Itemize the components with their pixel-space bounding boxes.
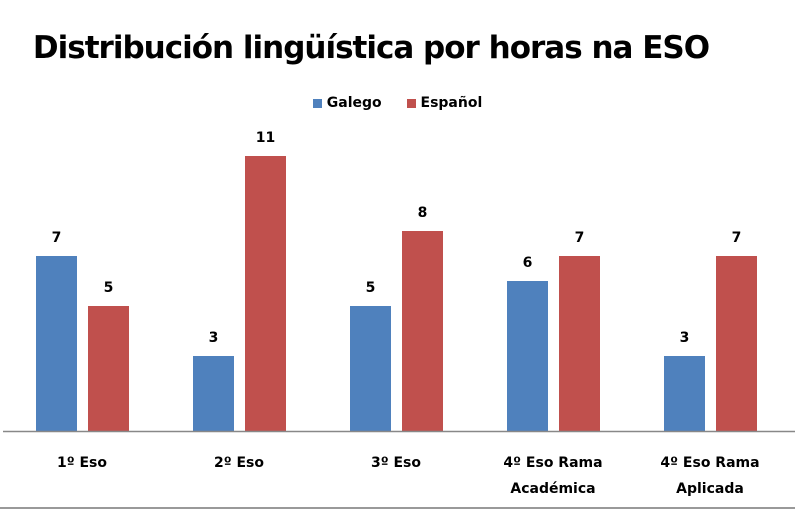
legend-swatch-galego <box>312 98 322 108</box>
x-tick-label: 2º Eso <box>214 455 264 471</box>
data-label: 3 <box>680 330 690 346</box>
bar-galego <box>350 306 391 431</box>
x-tick-label: 4º Eso Rama <box>503 455 602 471</box>
bar-español <box>88 306 129 431</box>
chart-border <box>0 507 795 509</box>
data-label: 5 <box>366 280 376 296</box>
bar-español <box>402 231 443 431</box>
bar-español <box>716 256 757 431</box>
x-tick-label: 4º Eso Rama <box>660 455 759 471</box>
legend-swatch-espanol <box>406 98 416 108</box>
x-tick-label: Aplicada <box>676 481 744 497</box>
bar-galego <box>36 256 77 431</box>
x-tick-label: Académica <box>510 481 595 497</box>
bar-español <box>245 156 286 431</box>
legend-item-galego: Galego <box>312 95 382 111</box>
x-tick-label: 3º Eso <box>371 455 421 471</box>
legend-item-espanol: Español <box>406 95 483 111</box>
bar-galego <box>193 356 234 431</box>
data-label: 7 <box>575 230 585 246</box>
chart-title: Distribución lingüística por horas na ES… <box>32 30 710 66</box>
legend-label-galego: Galego <box>326 95 382 111</box>
legend: Galego Español <box>0 95 795 112</box>
bar-español <box>559 256 600 431</box>
data-label: 7 <box>52 230 62 246</box>
data-label: 5 <box>104 280 114 296</box>
data-label: 8 <box>418 205 428 221</box>
legend-label-espanol: Español <box>420 95 483 111</box>
bar-galego <box>507 281 548 431</box>
bar-galego <box>664 356 705 431</box>
data-label: 3 <box>209 330 219 346</box>
x-tick-label: 1º Eso <box>57 455 107 471</box>
data-label: 11 <box>256 130 275 146</box>
data-label: 6 <box>523 255 533 271</box>
data-label: 7 <box>732 230 742 246</box>
